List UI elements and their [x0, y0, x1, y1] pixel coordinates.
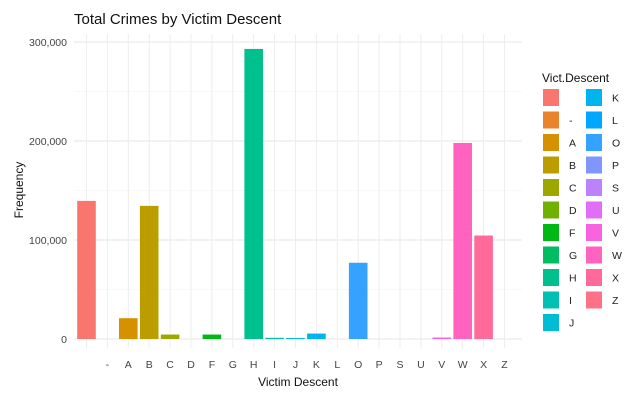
bar-F [202, 334, 222, 339]
legend-label: G [569, 250, 577, 262]
x-tick-label: G [229, 359, 237, 371]
y-tick-labels: 0 100,000 200,000 300,000 [29, 37, 67, 346]
x-tick-label: Z [501, 359, 508, 371]
legend-swatch [586, 156, 602, 174]
bar-K [307, 333, 326, 339]
legend-label: K [612, 93, 619, 105]
bar-C [160, 334, 180, 339]
bars [77, 48, 493, 340]
x-axis-title: Victim Descent [258, 375, 338, 389]
legend-label: S [612, 183, 619, 195]
legend-swatch [543, 314, 559, 331]
bar-X [474, 235, 493, 339]
x-tick-label: L [334, 359, 340, 371]
x-tick-label: C [166, 359, 174, 371]
legend-swatch [543, 111, 559, 129]
legend-swatch [586, 89, 602, 106]
x-tick-label: S [396, 359, 403, 371]
legend-label: A [569, 138, 576, 150]
x-tick-label: K [313, 359, 320, 371]
legend-swatch [543, 179, 559, 196]
x-tick-label: B [146, 359, 153, 371]
x-tick-label: - [106, 359, 110, 371]
grid [74, 34, 522, 348]
legend-swatch [543, 89, 559, 106]
legend-label: Z [612, 295, 619, 307]
x-tick-label: F [209, 359, 215, 371]
y-tick-label: 0 [61, 334, 67, 346]
legend-swatch [586, 134, 602, 151]
legend-title: Vict.Descent [542, 71, 610, 85]
legend-swatch [543, 201, 559, 219]
x-tick-label: U [417, 359, 425, 371]
legend-swatch [586, 246, 602, 264]
legend-swatch [586, 179, 602, 196]
bar-blank [77, 200, 96, 339]
legend-label: D [569, 205, 577, 217]
x-tick-label: X [480, 359, 487, 371]
legend-label: I [569, 295, 572, 307]
x-tick-label: P [376, 359, 383, 371]
legend-swatch [543, 156, 559, 174]
bar-J [286, 338, 305, 339]
legend-label: O [612, 138, 620, 150]
y-tick-label: 300,000 [29, 37, 67, 49]
bar-O [348, 262, 368, 339]
bar-H [244, 48, 263, 340]
x-tick-label: J [293, 359, 298, 371]
legend-label: L [612, 115, 618, 127]
legend-swatch [543, 246, 559, 264]
legend-label: U [612, 205, 620, 217]
legend-swatch [543, 291, 559, 309]
legend-swatch [543, 269, 559, 286]
legend-label: X [612, 273, 619, 285]
legend-swatch [543, 134, 559, 151]
legend-label: V [612, 228, 619, 240]
bar-V [432, 337, 452, 339]
legend-label: C [569, 183, 577, 195]
legend-label: W [612, 250, 622, 262]
legend-label: J [569, 318, 574, 330]
bar-I [265, 337, 284, 339]
chart-title: Total Crimes by Victim Descent [74, 11, 282, 28]
legend-label: P [612, 160, 619, 172]
legend-label: - [569, 115, 573, 127]
x-tick-label: A [125, 359, 132, 371]
legend-swatch [586, 201, 602, 219]
x-tick-label: W [458, 359, 468, 371]
legend-label: H [569, 273, 577, 285]
legend-swatch [586, 269, 602, 286]
legend-swatch [586, 291, 602, 309]
bar-W [453, 142, 472, 339]
legend-label: F [569, 228, 575, 240]
y-tick-label: 100,000 [29, 235, 67, 247]
y-axis-title: Frequency [12, 162, 26, 219]
legend-label: B [569, 160, 576, 172]
x-tick-label: V [438, 359, 445, 371]
x-tick-label: H [250, 359, 258, 371]
legend-swatch [586, 224, 602, 241]
x-tick-label: D [187, 359, 195, 371]
x-tick-label: I [273, 359, 276, 371]
legend-swatch [543, 224, 559, 241]
legend-swatch [586, 111, 602, 129]
bar-A [119, 318, 138, 339]
x-tick-label: O [354, 359, 362, 371]
y-tick-label: 200,000 [29, 136, 67, 148]
bar-B [139, 205, 159, 339]
